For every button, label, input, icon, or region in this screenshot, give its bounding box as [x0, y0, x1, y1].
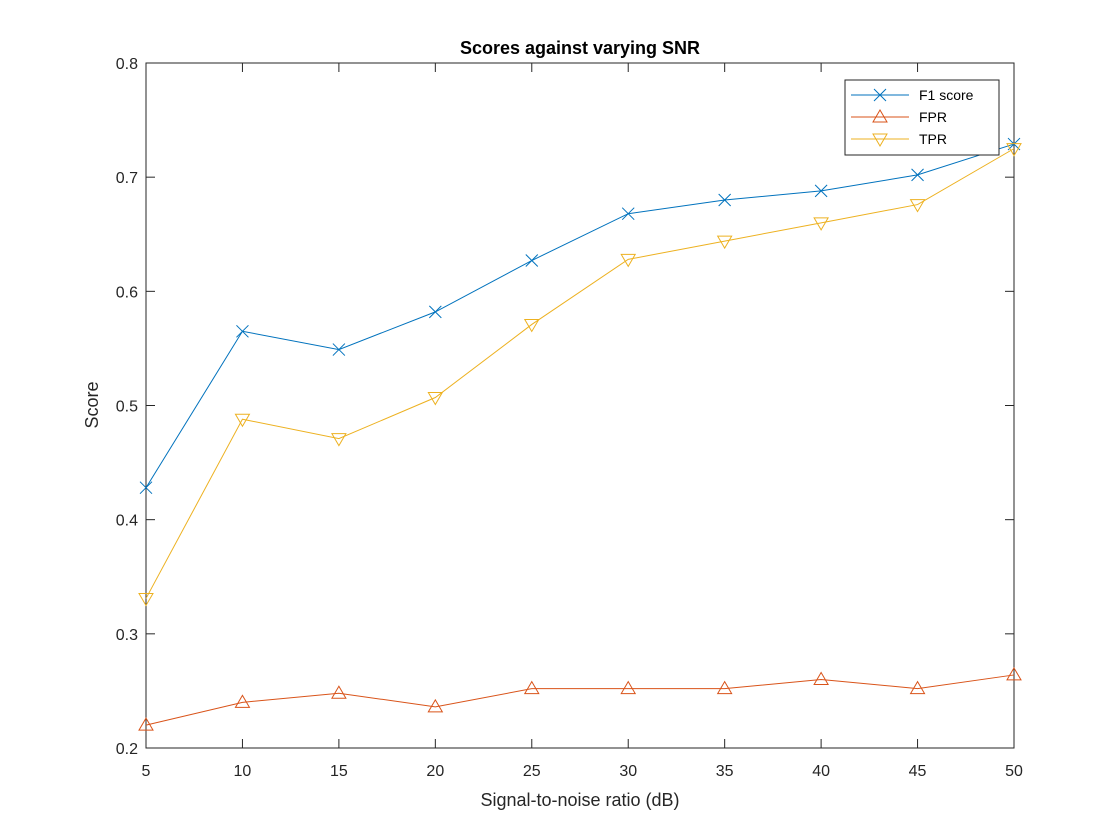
legend-label-f1-score: F1 score [919, 87, 974, 103]
data-point-tpr [1006, 143, 1022, 157]
data-point-f1-score [621, 207, 635, 221]
data-point-tpr [234, 413, 251, 428]
y-axis-label: Score [82, 381, 102, 428]
y-tick-label: 0.8 [116, 56, 138, 73]
series-line-tpr [145, 148, 1015, 599]
data-point-f1-score [428, 305, 442, 319]
x-tick-label: 35 [716, 763, 734, 780]
x-tick-label: 5 [142, 763, 151, 780]
x-tick-label: 20 [426, 763, 444, 780]
data-point-tpr [427, 392, 444, 406]
x-axis-label: Signal-to-noise ratio (dB) [480, 790, 679, 810]
data-point-fpr [138, 717, 154, 731]
data-point-fpr [523, 680, 540, 695]
data-point-fpr [331, 685, 347, 699]
data-point-fpr [234, 694, 251, 708]
data-point-tpr [331, 433, 347, 447]
data-point-f1-score [139, 481, 153, 495]
axes-box [145, 62, 1015, 749]
y-tick-label: 0.4 [116, 513, 138, 530]
data-point-tpr [716, 235, 733, 250]
chart-title: Scores against varying SNR [460, 38, 700, 58]
data-point-fpr [909, 680, 926, 695]
x-tick-label: 30 [619, 763, 637, 780]
data-point-tpr [138, 592, 154, 607]
data-point-f1-score [332, 343, 346, 356]
data-point-fpr [813, 671, 829, 685]
data-point-f1-score [718, 193, 732, 207]
legend-label-tpr: TPR [919, 131, 947, 147]
data-point-tpr [523, 318, 540, 333]
data-point-f1-score [814, 184, 828, 198]
x-tick-label: 25 [523, 763, 541, 780]
x-tick-label: 15 [330, 763, 348, 780]
data-point-fpr [716, 680, 733, 695]
data-point-f1-score [525, 254, 539, 267]
legend-label-fpr: FPR [919, 109, 947, 125]
legend-marker-fpr [872, 109, 888, 123]
data-point-fpr [1006, 666, 1022, 681]
legend-marker-f1-score [873, 88, 887, 102]
x-tick-label: 40 [812, 763, 830, 780]
legend: F1 score FPR TPR [844, 79, 1000, 156]
data-point-tpr [909, 199, 926, 213]
series-line-fpr [145, 674, 1015, 726]
legend-marker-tpr [872, 133, 888, 147]
data-point-tpr [813, 217, 829, 231]
y-tick-label: 0.6 [116, 284, 138, 301]
y-tick-label: 0.5 [116, 399, 138, 416]
plot-area: 5 10 15 20 25 30 35 40 45 50 0.2 0.3 0.4 0.5 0.6 0.7 0.8 [116, 56, 1023, 780]
data-point-f1-score [911, 168, 924, 182]
y-tick-label: 0.3 [116, 627, 138, 644]
x-tick-label: 45 [909, 763, 927, 780]
data-point-f1-score [236, 324, 249, 338]
data-point-fpr [427, 698, 444, 713]
y-tick-label: 0.7 [116, 170, 138, 187]
data-point-fpr [620, 680, 637, 695]
data-point-tpr [620, 253, 637, 268]
y-tick-label: 0.2 [116, 741, 138, 758]
x-tick-label: 50 [1005, 763, 1023, 780]
x-tick-label: 10 [234, 763, 252, 780]
series-line-f1-score [145, 143, 1015, 488]
